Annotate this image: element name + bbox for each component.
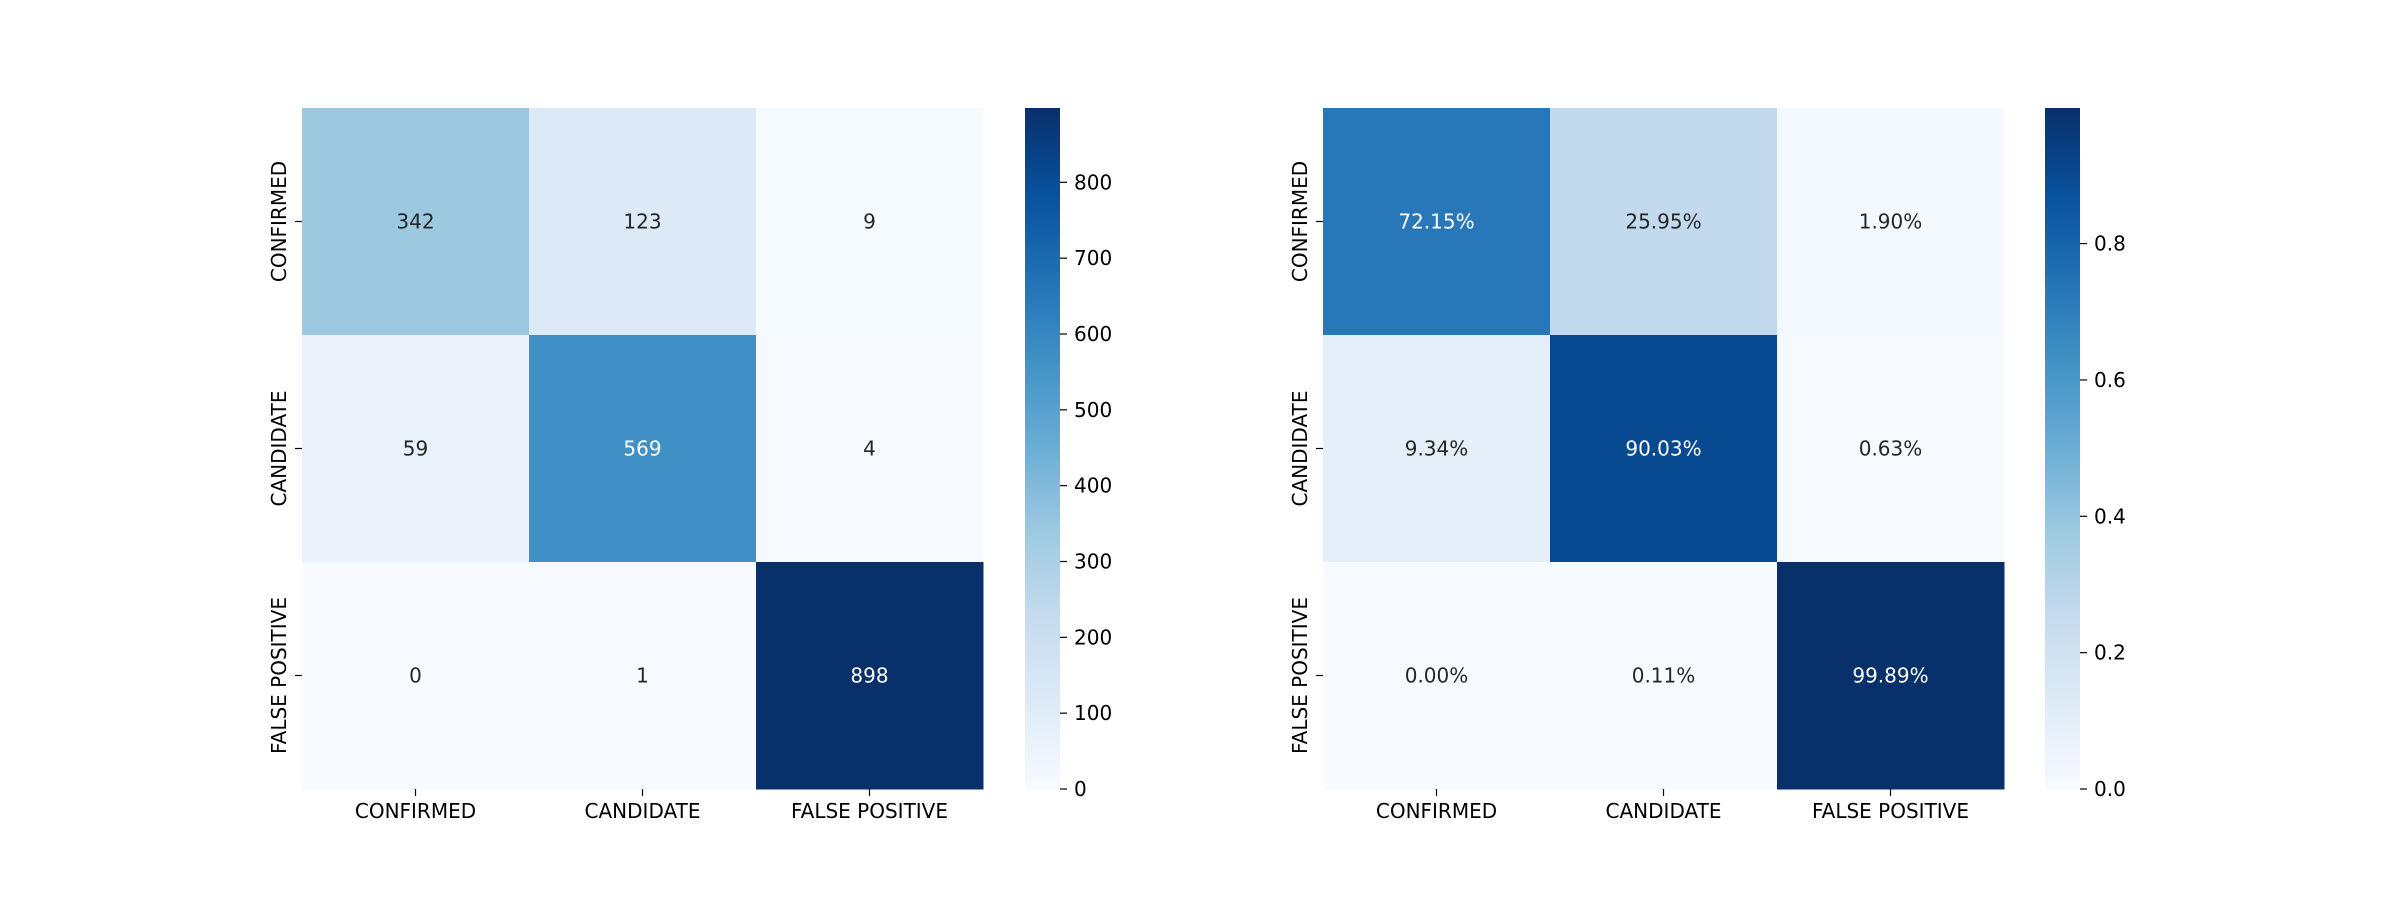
x-tick-label: CANDIDATE	[585, 799, 701, 823]
y-tick-label: CONFIRMED	[267, 161, 291, 282]
cell-value-label: 4	[863, 437, 876, 461]
colorbar	[2045, 108, 2080, 789]
cell-value-label: 9.34%	[1405, 437, 1469, 461]
heatmap-cell	[1777, 562, 2005, 790]
colorbar-tick-label: 100	[1074, 701, 1112, 725]
heatmap-cell	[302, 108, 530, 336]
cell-value-label: 25.95%	[1625, 210, 1701, 234]
colorbar-tick-label: 0.2	[2094, 641, 2126, 665]
cell-value-label: 0.11%	[1632, 664, 1696, 688]
cell-value-label: 72.15%	[1398, 210, 1474, 234]
heatmap-cell	[756, 562, 984, 790]
heatmap-cell	[1550, 335, 1778, 563]
counts-heatmap-panel: 342 123 9 59 569 4 0 1 898 CONFIRMED CANDIDATE FALS…	[267, 108, 1112, 823]
colorbar-tick-label: 0	[1074, 777, 1087, 801]
heatmap-cell	[1550, 562, 1778, 790]
colorbar-tick-label: 0.8	[2094, 232, 2126, 256]
heatmap-cell	[529, 335, 757, 563]
y-tick-label: CONFIRMED	[1288, 161, 1312, 282]
colorbar-tick-label: 400	[1074, 474, 1112, 498]
cell-value-label: 59	[403, 437, 428, 461]
heatmap-cell	[302, 335, 530, 563]
colorbar-tick-label: 0.6	[2094, 368, 2126, 392]
heatmap-cell	[302, 562, 530, 790]
heatmap-cell	[1323, 562, 1551, 790]
cell-value-label: 90.03%	[1625, 437, 1701, 461]
cell-value-label: 1.90%	[1859, 210, 1923, 234]
cell-value-label: 0	[409, 664, 422, 688]
y-tick-label: FALSE POSITIVE	[1288, 597, 1312, 754]
x-tick-label: FALSE POSITIVE	[1812, 799, 1969, 823]
x-tick-label: CONFIRMED	[355, 799, 476, 823]
y-tick-label: FALSE POSITIVE	[267, 597, 291, 754]
cell-value-label: 342	[396, 210, 434, 234]
x-tick-label: FALSE POSITIVE	[791, 799, 948, 823]
cell-value-label: 0.00%	[1405, 664, 1469, 688]
heatmap-cell	[1550, 108, 1778, 336]
heatmap-cell	[1777, 335, 2005, 563]
colorbar-tick-label: 700	[1074, 246, 1112, 270]
x-tick-label: CONFIRMED	[1376, 799, 1497, 823]
cell-value-label: 569	[623, 437, 661, 461]
colorbar	[1025, 108, 1060, 789]
y-tick-label: CANDIDATE	[267, 391, 291, 507]
heatmap-cell	[756, 108, 984, 336]
colorbar-tick-label: 800	[1074, 170, 1112, 194]
colorbar-tick-label: 300	[1074, 549, 1112, 573]
heatmap-cell	[1323, 108, 1551, 336]
percent-heatmap-panel: 72.15% 25.95% 1.90% 9.34% 90.03% 0.63% 0.00% 0.…	[1288, 108, 2126, 823]
cell-value-label: 898	[850, 664, 888, 688]
colorbar-tick-label: 200	[1074, 625, 1112, 649]
x-tick-label: CANDIDATE	[1606, 799, 1722, 823]
heatmap-cell	[529, 562, 757, 790]
cell-value-label: 0.63%	[1859, 437, 1923, 461]
cell-value-label: 123	[623, 210, 661, 234]
cell-value-label: 9	[863, 210, 876, 234]
colorbar-tick-label: 600	[1074, 322, 1112, 346]
colorbar-tick-label: 500	[1074, 398, 1112, 422]
heatmap-cell	[529, 108, 757, 336]
cell-value-label: 1	[636, 664, 649, 688]
heatmap-cell	[1323, 335, 1551, 563]
colorbar-tick-label: 0.4	[2094, 504, 2126, 528]
heatmap-cell	[756, 335, 984, 563]
heatmap-cell	[1777, 108, 2005, 336]
y-tick-label: CANDIDATE	[1288, 391, 1312, 507]
cell-value-label: 99.89%	[1852, 664, 1928, 688]
colorbar-tick-label: 0.0	[2094, 777, 2126, 801]
